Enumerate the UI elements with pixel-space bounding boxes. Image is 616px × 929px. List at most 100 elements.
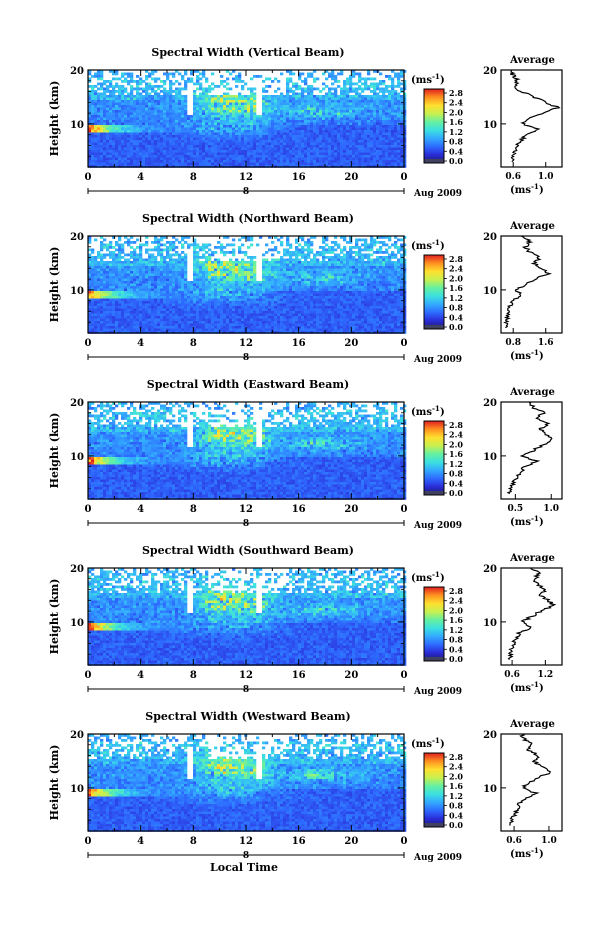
heatmap-cell: [235, 276, 239, 279]
heatmap-cell: [142, 110, 146, 113]
heatmap-cell: [109, 157, 113, 161]
heatmap-cell: [148, 268, 152, 272]
heatmap-cell: [232, 253, 236, 257]
heatmap-cell: [238, 105, 242, 108]
heatmap-cell: [241, 85, 245, 88]
heatmap-cell: [226, 105, 230, 108]
heatmap-cell: [271, 268, 275, 272]
heatmap-cell: [334, 115, 338, 118]
heatmap-cell: [190, 140, 194, 143]
heatmap-cell: [328, 271, 332, 274]
heatmap-cell: [247, 120, 251, 123]
heatmap-cell: [154, 258, 158, 262]
heatmap-cell: [130, 92, 134, 96]
heatmap-cell: [391, 261, 395, 264]
heatmap-cell: [256, 115, 260, 118]
heatmap-cell: [256, 130, 260, 133]
heatmap-cell: [379, 110, 383, 113]
heatmap-cell: [307, 115, 311, 118]
heatmap-cell: [388, 135, 392, 138]
heatmap-cell: [388, 142, 392, 146]
heatmap-cell: [115, 248, 119, 252]
heatmap-cell: [274, 266, 278, 269]
heatmap-cell: [265, 157, 269, 161]
heatmap-cell: [277, 100, 281, 103]
heatmap-cell: [178, 147, 182, 151]
heatmap-cell: [391, 150, 395, 153]
heatmap-cell: [370, 150, 374, 153]
heatmap-cell: [127, 117, 131, 121]
heatmap-cell: [403, 105, 407, 108]
heatmap-cell: [364, 165, 368, 168]
heatmap-cell: [367, 246, 371, 249]
heatmap-cell: [250, 162, 254, 166]
heatmap-cell: [220, 251, 224, 254]
heatmap-cell: [325, 117, 329, 121]
heatmap-cell: [247, 142, 251, 146]
heatmap-cell: [292, 147, 296, 151]
heatmap-cell: [337, 155, 341, 158]
heatmap-cell: [364, 256, 368, 259]
heatmap-cell: [214, 278, 218, 282]
heatmap-cell: [289, 162, 293, 166]
heatmap-cell: [286, 268, 290, 272]
heatmap-cell: [193, 110, 197, 113]
heatmap-cell: [394, 105, 398, 108]
heatmap-cell: [313, 276, 317, 279]
heatmap-cell: [166, 102, 170, 106]
heatmap-cell: [208, 115, 212, 118]
heatmap-cell: [103, 278, 107, 282]
heatmap-cell: [220, 122, 224, 126]
heatmap-cell: [184, 155, 188, 158]
heatmap-cell: [208, 256, 212, 259]
heatmap-cell: [184, 135, 188, 138]
heatmap-cell: [142, 130, 146, 133]
heatmap-cell: [157, 248, 161, 252]
heatmap-cell: [97, 127, 101, 131]
heatmap-cell: [106, 155, 110, 158]
heatmap-cell: [118, 165, 122, 168]
heatmap-cell: [199, 97, 203, 101]
heatmap-cell: [244, 147, 248, 151]
heatmap-cell: [280, 115, 284, 118]
heatmap-cell: [103, 273, 107, 277]
heatmap-cell: [364, 117, 368, 121]
heatmap-cell: [232, 263, 236, 267]
heatmap-cell: [136, 258, 140, 262]
heatmap-cell: [289, 95, 293, 98]
heatmap-cell: [154, 115, 158, 118]
heatmap-cell: [181, 273, 185, 277]
heatmap-cell: [286, 162, 290, 166]
heatmap-cell: [229, 150, 233, 153]
heatmap-cell: [235, 140, 239, 143]
heatmap-cell: [250, 95, 254, 98]
heatmap-cell: [115, 115, 119, 118]
heatmap-cell: [232, 110, 236, 113]
date-label: Aug 2009: [413, 189, 462, 199]
heatmap-cell: [325, 155, 329, 158]
heatmap-cell: [340, 256, 344, 259]
heatmap-cell: [220, 276, 224, 279]
heatmap-cell: [286, 266, 290, 269]
heatmap-cell: [127, 80, 131, 83]
heatmap-cell: [211, 145, 215, 148]
heatmap-cell: [394, 102, 398, 106]
heatmap-cell: [337, 142, 341, 146]
heatmap-cell: [100, 248, 104, 252]
heatmap-cell: [280, 100, 284, 103]
heatmap-cell: [340, 72, 344, 76]
heatmap-cell: [112, 105, 116, 108]
heatmap-cell: [238, 251, 242, 254]
heatmap-cell: [163, 236, 167, 239]
heatmap-cell: [202, 271, 206, 274]
heatmap-cell: [271, 95, 275, 98]
heatmap-cell: [160, 236, 164, 239]
heatmap-cell: [244, 266, 248, 269]
heatmap-cell: [352, 127, 356, 131]
heatmap-cell: [106, 157, 110, 161]
heatmap-cell: [109, 110, 113, 113]
heatmap-cell: [241, 263, 245, 267]
heatmap-cell: [130, 77, 134, 81]
heatmap-cell: [100, 92, 104, 96]
heatmap-cell: [328, 258, 332, 262]
